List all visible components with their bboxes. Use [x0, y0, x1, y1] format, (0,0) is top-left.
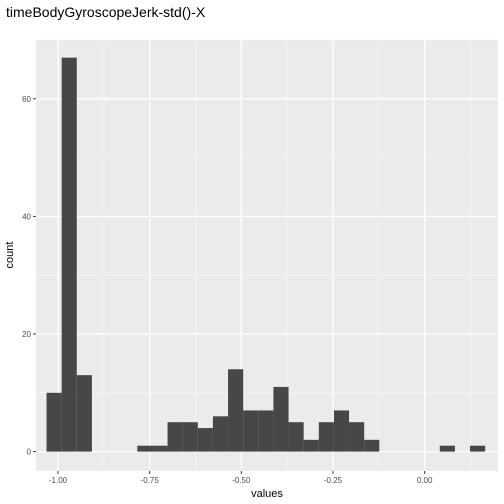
histogram-bar — [303, 439, 319, 452]
histogram-bar — [349, 422, 365, 452]
y-tick-label: 0 — [27, 448, 32, 457]
histogram-bar — [46, 392, 62, 452]
y-tick-label: 40 — [22, 212, 31, 221]
histogram-bar — [137, 445, 153, 452]
histogram-bar — [197, 428, 213, 452]
histogram-bar — [76, 375, 92, 452]
histogram-bar — [167, 422, 183, 452]
x-tick-label: -1.00 — [49, 476, 68, 485]
histogram-bar — [212, 416, 229, 452]
histogram-bar — [243, 410, 259, 452]
x-axis-label: values — [251, 488, 283, 500]
histogram-bar — [273, 386, 289, 452]
histogram-bar — [228, 369, 244, 452]
x-tick-label: 0.00 — [417, 476, 433, 485]
y-tick-label: 20 — [22, 330, 31, 339]
x-axis: -1.00 -0.75 -0.50 -0.25 0.00 — [49, 471, 433, 485]
x-tick-label: -0.75 — [141, 476, 160, 485]
x-tick-label: -0.50 — [232, 476, 251, 485]
y-tick-label: 60 — [22, 95, 31, 104]
histogram-bar — [470, 445, 486, 452]
y-axis: 0 20 40 60 — [22, 95, 36, 457]
histogram-bar — [333, 410, 350, 452]
chart-title: timeBodyGyroscopeJerk-std()-X — [6, 4, 206, 20]
bars — [46, 57, 486, 452]
histogram-bar — [318, 422, 334, 452]
plot-panel — [36, 40, 498, 471]
histogram-bar — [258, 410, 274, 452]
histogram-bar — [288, 422, 304, 452]
histogram-bar — [364, 439, 380, 452]
histogram-bar — [61, 57, 77, 452]
histogram-bar — [439, 445, 455, 452]
histogram-bar — [152, 445, 168, 452]
histogram-bar — [182, 422, 198, 452]
y-axis-label: count — [4, 242, 16, 269]
x-tick-label: -0.25 — [324, 476, 343, 485]
